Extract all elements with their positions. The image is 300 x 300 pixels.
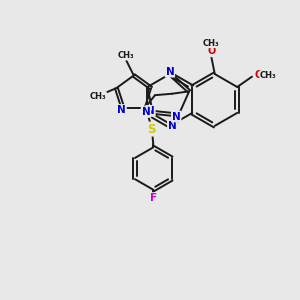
Text: N: N (142, 107, 150, 117)
Text: CH₃: CH₃ (90, 92, 106, 101)
Text: N: N (117, 105, 126, 115)
Text: N: N (166, 67, 174, 77)
Text: CH₃: CH₃ (118, 51, 135, 60)
Text: N: N (172, 112, 181, 122)
Text: O: O (207, 46, 215, 56)
Text: N: N (168, 121, 177, 131)
Text: CH₃: CH₃ (203, 39, 220, 48)
Text: S: S (148, 123, 156, 136)
Text: CH₃: CH₃ (260, 71, 276, 80)
Text: N: N (146, 106, 155, 116)
Text: F: F (150, 193, 157, 203)
Text: O: O (254, 70, 262, 80)
